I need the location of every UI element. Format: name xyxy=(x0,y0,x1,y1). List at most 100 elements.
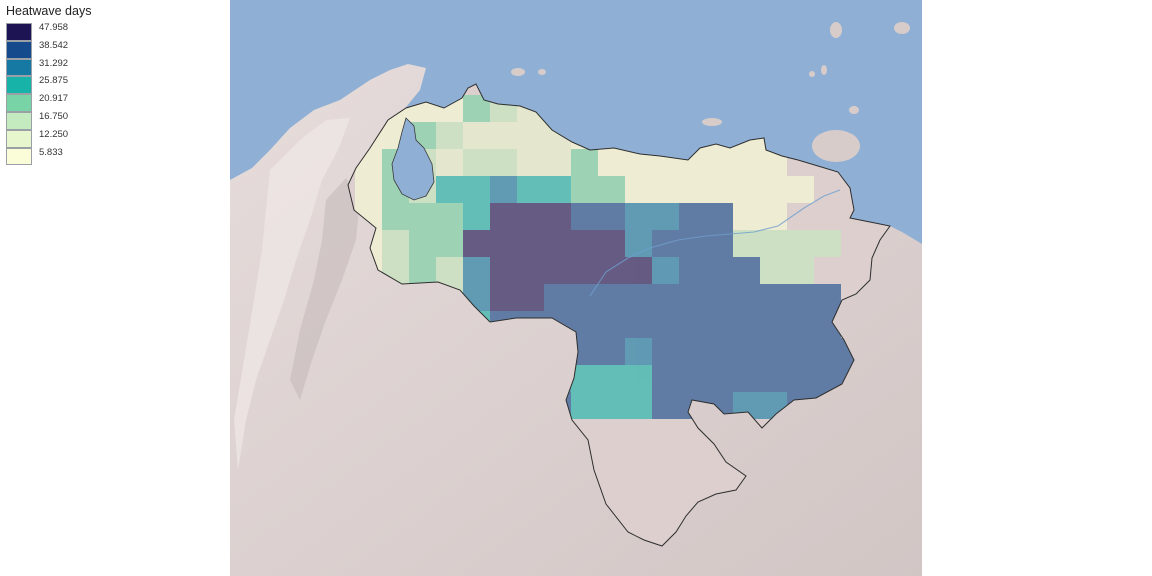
heat-cell xyxy=(679,230,706,257)
heat-cell xyxy=(625,311,652,338)
heat-cell xyxy=(652,392,679,419)
heat-cell xyxy=(679,365,706,392)
island xyxy=(538,69,546,75)
legend-class: 16.750 xyxy=(6,111,206,130)
heat-cell xyxy=(598,149,625,176)
heat-cell xyxy=(814,338,841,365)
heat-cell xyxy=(463,203,490,230)
heat-cell xyxy=(517,203,544,230)
heat-cell xyxy=(490,176,517,203)
heat-cell xyxy=(436,176,463,203)
heat-cell xyxy=(517,176,544,203)
legend-classes: 47.958 38.542 31.292 25.875 20.917 16.750 12.2… xyxy=(6,23,206,166)
map-canvas[interactable] xyxy=(230,0,922,576)
legend-swatch xyxy=(6,147,32,166)
heat-cell xyxy=(733,338,760,365)
heat-cell xyxy=(598,311,625,338)
heat-cell xyxy=(598,392,625,419)
heat-cell xyxy=(544,203,571,230)
heat-cell xyxy=(409,257,436,284)
legend-class: 12.250 xyxy=(6,128,206,148)
legend-label: 31.292 xyxy=(39,57,69,69)
heat-cell xyxy=(814,230,841,257)
heat-cell xyxy=(598,365,625,392)
legend-class: 31.292 xyxy=(6,57,206,77)
heat-cell xyxy=(787,311,814,338)
legend-label: 12.250 xyxy=(39,128,69,140)
legend-class: 25.875 xyxy=(6,76,206,95)
heat-cell xyxy=(679,338,706,365)
heat-cell xyxy=(706,284,733,311)
heat-cell xyxy=(490,203,517,230)
heat-cell xyxy=(787,284,814,311)
island xyxy=(849,106,859,114)
heat-cell xyxy=(760,284,787,311)
heat-cell xyxy=(490,230,517,257)
heat-cell xyxy=(625,176,652,203)
heat-cell xyxy=(571,257,598,284)
heat-cell xyxy=(679,176,706,203)
orinoco-river xyxy=(589,189,841,297)
legend-swatch xyxy=(6,76,32,95)
heat-cell xyxy=(652,311,679,338)
heat-cell xyxy=(625,257,652,284)
heat-cell xyxy=(679,257,706,284)
heat-cell xyxy=(652,365,679,392)
heat-cell xyxy=(625,284,652,311)
heatwave-map[interactable] xyxy=(230,0,922,576)
legend-class: 5.833 xyxy=(6,146,206,166)
heat-cell xyxy=(544,284,571,311)
heat-cell xyxy=(571,149,598,176)
heat-cell xyxy=(463,230,490,257)
heat-cell xyxy=(409,230,436,257)
legend-class: 20.917 xyxy=(6,94,206,112)
heat-cell xyxy=(544,176,571,203)
legend-swatch xyxy=(6,58,32,77)
heat-cell xyxy=(652,338,679,365)
island xyxy=(702,118,722,126)
heat-cell xyxy=(760,311,787,338)
heat-cell xyxy=(571,392,598,419)
heat-cell xyxy=(706,176,733,203)
heat-cell xyxy=(760,176,787,203)
island xyxy=(809,71,815,77)
legend-class: 47.958 xyxy=(6,23,206,41)
heat-cell xyxy=(517,149,544,176)
heat-cell xyxy=(706,257,733,284)
heat-cell xyxy=(436,149,463,176)
heat-cell xyxy=(706,365,733,392)
heat-cell xyxy=(355,176,382,203)
heat-cell xyxy=(382,230,409,257)
heat-cell xyxy=(652,284,679,311)
heat-cell xyxy=(787,338,814,365)
island xyxy=(812,130,860,162)
heat-cell xyxy=(571,176,598,203)
heat-cell xyxy=(652,203,679,230)
heat-cell xyxy=(463,257,490,284)
map-legend: Heatwave days 47.958 38.542 31.292 25.875 20… xyxy=(6,4,206,166)
legend-swatch xyxy=(6,23,32,41)
heat-cell xyxy=(517,257,544,284)
legend-label: 5.833 xyxy=(39,146,63,158)
heat-cell xyxy=(706,338,733,365)
island xyxy=(894,22,910,34)
heat-cell xyxy=(490,122,517,149)
heat-cell xyxy=(382,203,409,230)
legend-swatch xyxy=(6,129,32,148)
heat-cell xyxy=(490,149,517,176)
heat-cell xyxy=(517,230,544,257)
andes-relief-east xyxy=(290,178,360,400)
heat-cell xyxy=(733,176,760,203)
island xyxy=(830,22,842,38)
heat-cell xyxy=(787,230,814,257)
heat-cell xyxy=(598,230,625,257)
heat-cell xyxy=(625,365,652,392)
heat-cell xyxy=(733,365,760,392)
heat-cell xyxy=(625,338,652,365)
heat-cell xyxy=(571,203,598,230)
heat-cell xyxy=(544,230,571,257)
legend-swatch xyxy=(6,40,32,59)
venezuela-border xyxy=(347,83,891,547)
lake-maracaibo xyxy=(391,117,435,201)
heat-cell xyxy=(760,230,787,257)
